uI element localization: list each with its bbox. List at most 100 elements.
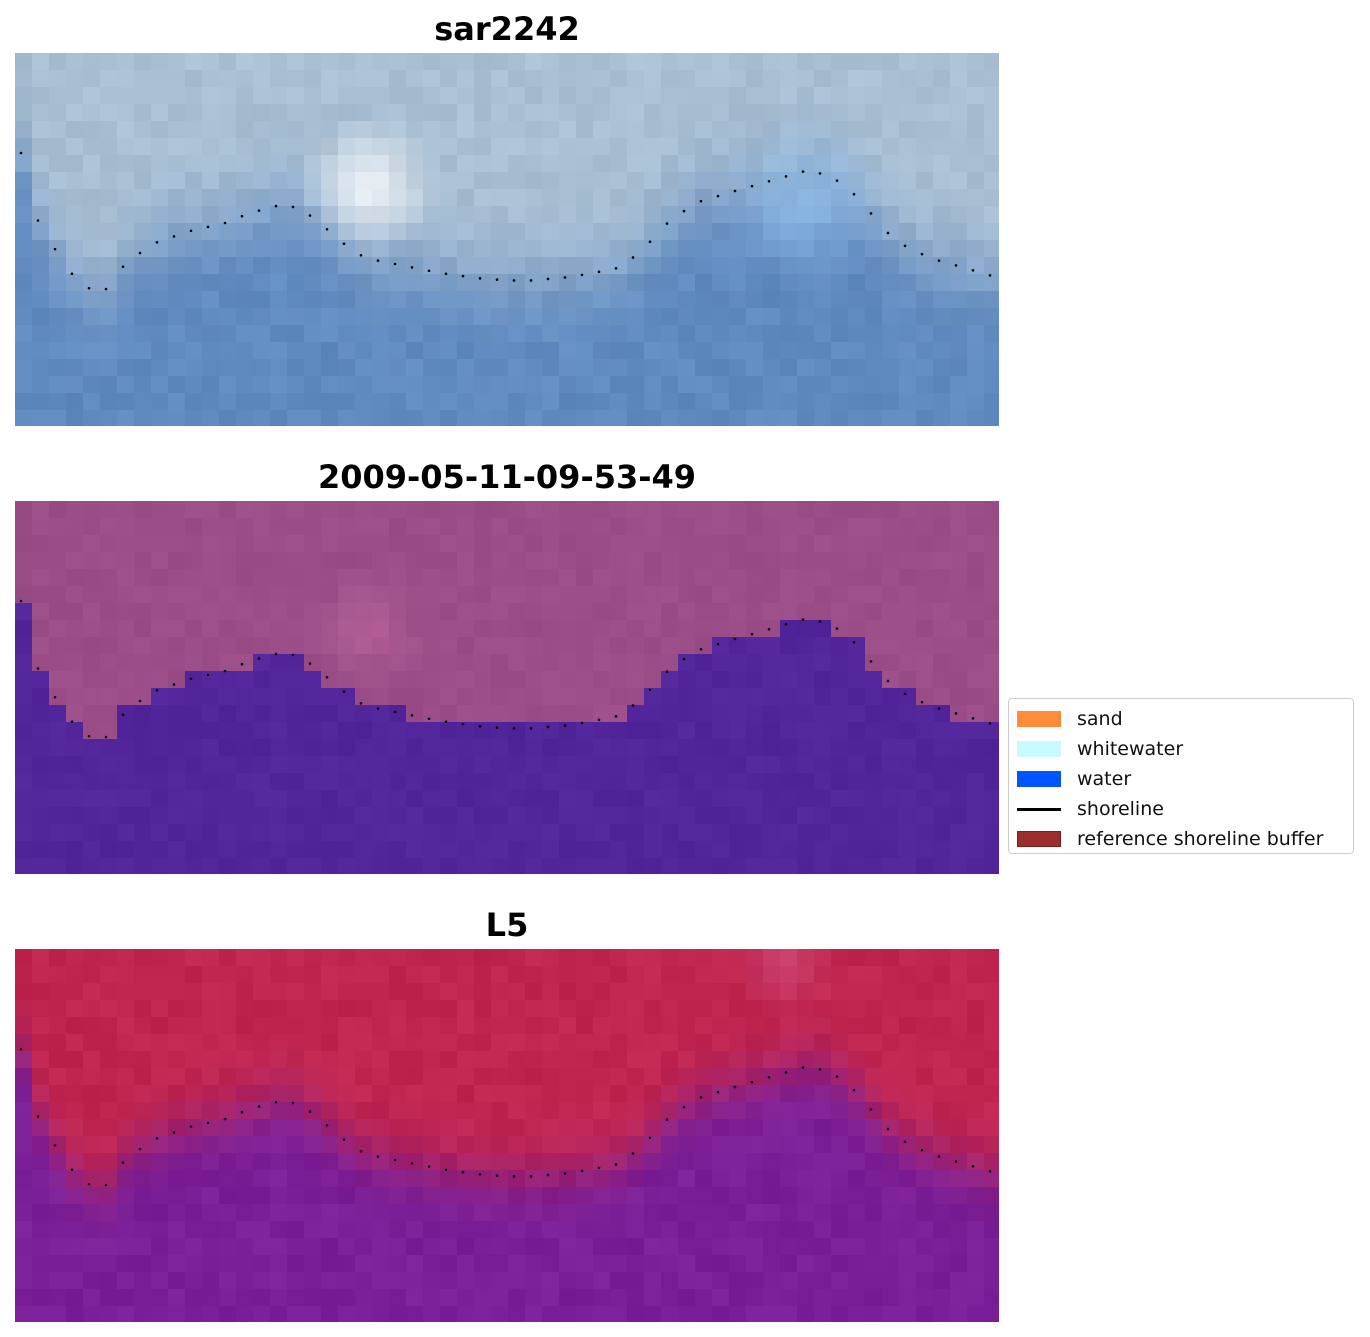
shoreline-point [869,660,873,663]
shoreline-point [784,1071,788,1074]
shoreline-point [852,192,856,196]
shoreline-point [376,259,380,262]
shoreline-point [19,599,23,603]
legend-swatch-shoreline [1017,807,1061,811]
shoreline-point [648,240,652,244]
shoreline-point [359,701,363,705]
shoreline-point [971,717,975,720]
shoreline-point [835,1075,839,1078]
shoreline-point [104,735,108,739]
shoreline-point [223,1117,227,1121]
shoreline-point [682,1105,686,1109]
shoreline-point [359,1149,363,1153]
shoreline-point [393,262,397,266]
shoreline-point [172,1131,176,1134]
shoreline-point [546,277,550,281]
shoreline-point [937,259,941,262]
shoreline-point [512,727,516,730]
shoreline-point [257,209,261,212]
shoreline-point [580,721,584,725]
panel-title-index: L5 [485,906,529,944]
shoreline-point [206,1121,210,1125]
legend-item-shoreline: shoreline [1017,794,1345,824]
shoreline-point [597,1166,601,1170]
shoreline-point [138,1147,142,1151]
shoreline-point [427,717,431,721]
shoreline-point [376,1155,380,1158]
legend-swatch-reference-buffer [1017,831,1061,847]
classified-image-panel [15,501,999,874]
shoreline-point [206,673,210,677]
legend-swatch-water [1017,771,1061,787]
shoreline-point [495,278,499,281]
panel-title-rgb: sar2242 [434,10,580,48]
shoreline-point [580,273,584,277]
shoreline-point [87,1182,91,1186]
shoreline-point [733,189,737,193]
shoreline-point [240,214,244,218]
legend-item-sand: sand [1017,704,1345,734]
shoreline-point [529,1175,533,1178]
shoreline-point [648,688,652,692]
shoreline-point [954,1160,958,1163]
shoreline-point [308,1110,312,1113]
shoreline-point [121,713,125,717]
shoreline-point [240,1110,244,1114]
shoreline-point [886,679,890,683]
shoreline-dots [19,599,992,739]
shoreline-point [461,722,465,726]
shoreline-point [818,620,822,623]
shoreline-point [121,265,125,269]
shoreline-point [750,632,754,636]
shoreline-point [444,720,448,724]
shoreline-point [325,1124,329,1127]
shoreline-point [427,269,431,273]
shoreline-point [546,725,550,729]
shoreline-point [954,264,958,267]
shoreline-point [308,662,312,665]
shoreline-point [767,627,771,631]
legend-label-water: water [1077,768,1132,790]
shoreline-point [495,1174,499,1177]
shoreline-point [427,1165,431,1169]
shoreline-point [835,627,839,630]
index-image [15,949,999,1322]
shoreline-point [444,272,448,276]
shoreline-point [852,640,856,644]
shoreline-point [478,725,482,728]
shoreline-point [750,1080,754,1084]
shoreline-point [563,724,567,727]
shoreline-point [70,272,74,275]
shoreline-point [665,1118,669,1121]
shoreline-point [104,287,108,291]
shoreline-point [36,667,40,670]
shoreline-point [461,274,465,278]
shoreline-point [70,1168,74,1171]
shoreline-point [410,1162,414,1165]
shoreline-point [784,175,788,178]
shoreline-point [733,1085,737,1089]
shoreline-point [699,647,703,651]
shoreline-point [869,1108,873,1111]
shoreline-point [682,657,686,661]
shoreline-point [988,274,992,277]
shoreline-point [189,229,193,233]
shoreline-point [529,727,533,730]
shoreline-point [699,1095,703,1099]
shoreline-point [733,637,737,641]
shoreline-point [308,214,312,217]
shoreline-point [767,179,771,183]
rgb-image-panel [15,53,999,426]
shoreline-point [512,279,516,282]
shoreline-point [614,1163,618,1166]
shoreline-point [87,734,91,738]
shoreline-point [920,252,924,256]
shoreline-point [155,689,159,692]
shoreline-point [121,1161,125,1165]
legend: sand whitewater water shoreline referenc… [1008,698,1354,854]
shoreline-point [274,652,278,656]
shoreline-dots [19,151,992,291]
shoreline-point [937,1155,941,1158]
shoreline-point [393,710,397,714]
shoreline-point [19,151,23,155]
